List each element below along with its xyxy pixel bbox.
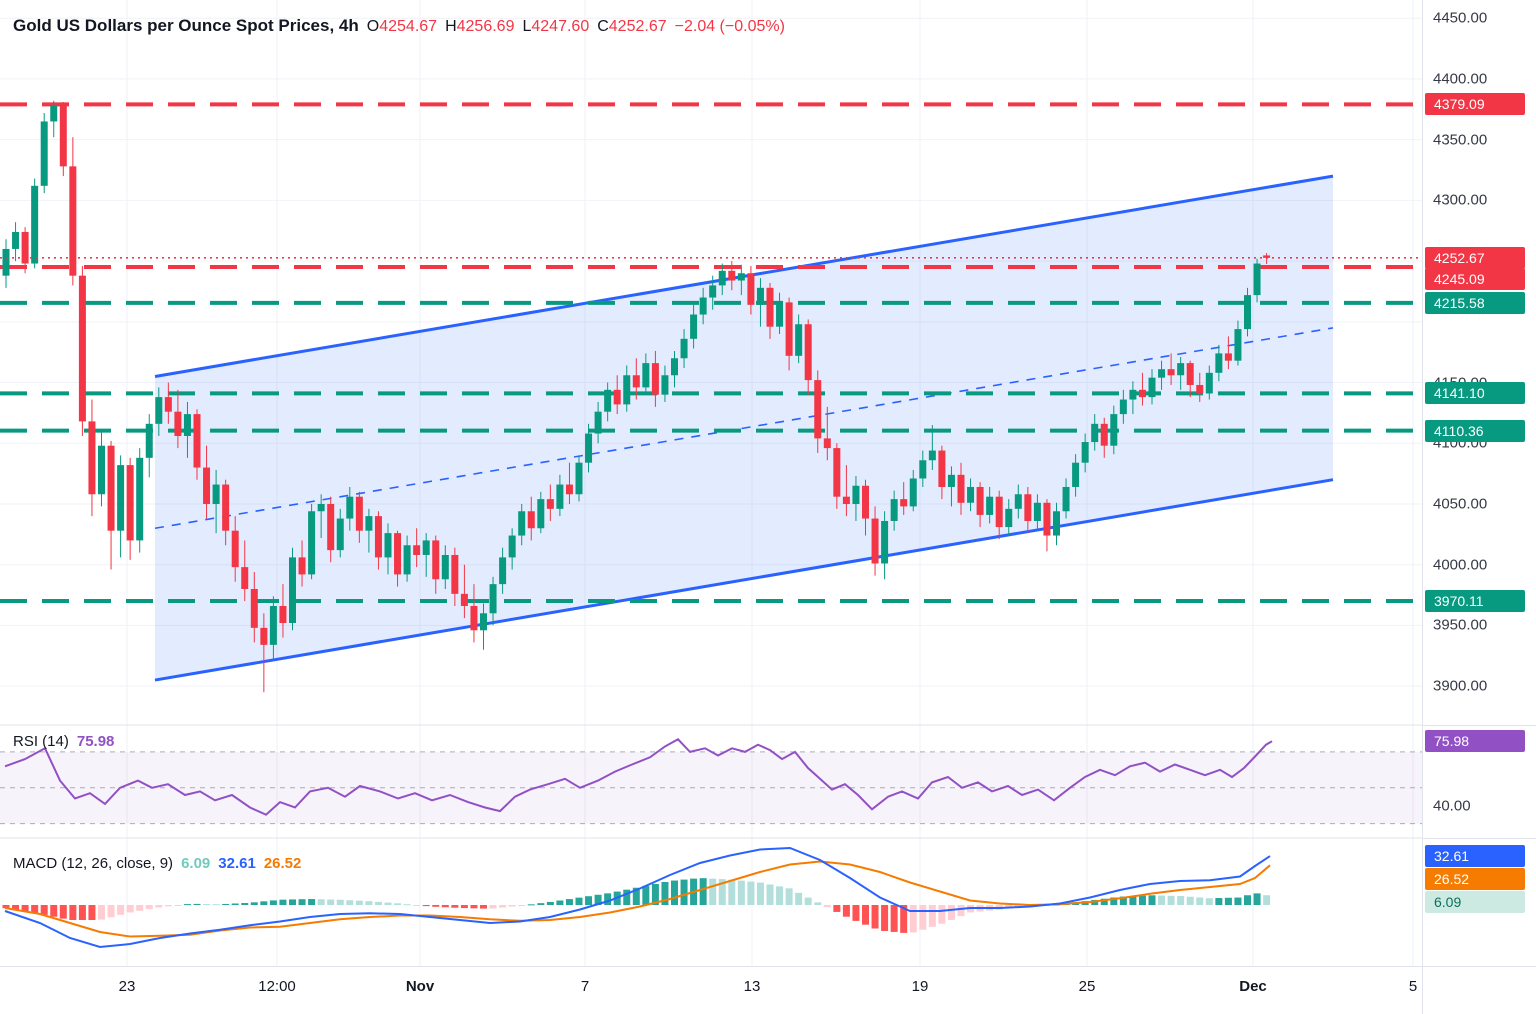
macd-pane — [2, 846, 1271, 949]
price-axis-label: 3900.00 — [1433, 677, 1488, 695]
price-level-badge: 4215.58 — [1425, 291, 1525, 314]
channel-bottom-line — [154, 478, 1334, 682]
price-axis[interactable]: 4450.004400.004350.004300.004150.004100.… — [1422, 0, 1536, 1014]
time-axis[interactable]: 23 12:00 Nov 7 13 19 25 Dec 5 — [0, 966, 1422, 1014]
macd-name[interactable]: MACD (12, 26, close, 9) — [13, 855, 174, 872]
price-level-badge: 4245.09 — [1425, 268, 1525, 291]
price-level-badge: 3970.11 — [1425, 589, 1525, 612]
pane-separator — [1423, 966, 1536, 967]
price-axis-label: 4050.00 — [1433, 495, 1488, 513]
macd-hist-value: 6.09 — [181, 855, 211, 872]
price-level-badge: 4141.10 — [1425, 382, 1525, 405]
rsi-name[interactable]: RSI (14) — [13, 733, 69, 750]
price-axis-label: 3950.00 — [1433, 616, 1488, 634]
macd-line-value: 32.61 — [218, 855, 256, 872]
price-axis-label: 4350.00 — [1433, 131, 1488, 149]
candles-layer — [2, 100, 1271, 693]
channel-mid-line — [154, 327, 1334, 530]
time-axis-label: 5 — [1408, 978, 1418, 995]
rsi-legend: RSI (14) 75.98 — [13, 733, 114, 750]
macd-value-badge: 32.61 — [1425, 845, 1525, 867]
price-level-badge: 4110.36 — [1425, 419, 1525, 442]
time-axis-label: Nov — [405, 978, 435, 995]
pane-separator — [1423, 838, 1536, 839]
rsi-pane — [0, 738, 1422, 825]
rsi-value-badge: 75.98 — [1425, 730, 1525, 753]
ohlc-open: O4254.67 — [366, 18, 438, 35]
ohlc-close: C4252.67 — [597, 18, 667, 35]
pane-separator — [1423, 725, 1536, 726]
rsi-line — [4, 738, 1273, 816]
time-axis-label: 19 — [911, 978, 929, 995]
price-levels — [0, 102, 1422, 603]
time-axis-label: 13 — [743, 978, 761, 995]
macd-hist-badge: 6.09 — [1425, 891, 1525, 913]
macd-legend: MACD (12, 26, close, 9) 6.09 32.61 26.52 — [13, 855, 301, 872]
trend-channel — [154, 174, 1334, 682]
rsi-axis-label: 40.00 — [1433, 797, 1471, 815]
current-price-badge: 4252.67 — [1425, 246, 1525, 269]
ohlc-high: H4256.69 — [445, 18, 515, 35]
change-value: −2.04 (−0.05%) — [674, 18, 785, 35]
time-axis-label: 7 — [580, 978, 590, 995]
price-axis-label: 4400.00 — [1433, 70, 1488, 88]
time-axis-label: Dec — [1239, 978, 1267, 995]
ohlc-low: L4247.60 — [522, 18, 590, 35]
rsi-value: 75.98 — [76, 733, 115, 750]
macd-line — [4, 846, 1271, 949]
price-axis-label: 4450.00 — [1433, 9, 1488, 27]
price-level-badge: 4379.09 — [1425, 93, 1525, 116]
macd-signal-value: 26.52 — [263, 855, 302, 872]
symbol-title[interactable]: Gold US Dollars per Ounce Spot Prices, 4… — [13, 16, 359, 35]
price-axis-label: 4000.00 — [1433, 556, 1488, 574]
price-axis-label: 4300.00 — [1433, 191, 1488, 209]
pane-separators — [0, 724, 1422, 839]
time-axis-label: 12:00 — [258, 978, 296, 995]
macd-signal-badge: 26.52 — [1425, 868, 1525, 890]
time-axis-label: 25 — [1078, 978, 1096, 995]
symbol-legend: Gold US Dollars per Ounce Spot Prices, 4… — [13, 16, 785, 36]
time-axis-label: 23 — [118, 978, 136, 995]
